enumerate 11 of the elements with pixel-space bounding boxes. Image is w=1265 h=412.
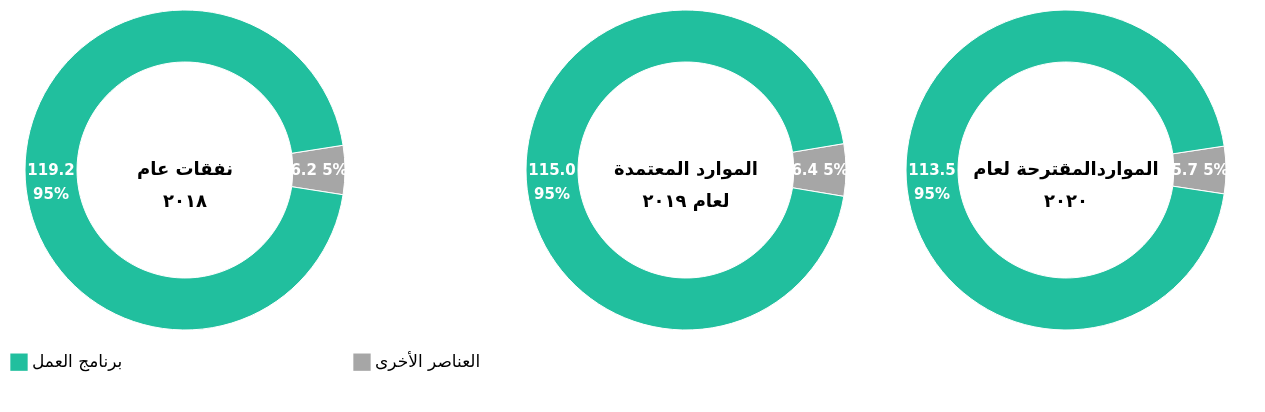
data-label: 119.2 95% [27, 161, 75, 203]
text: نفقات عام ٢٠١٨ [136, 158, 234, 211]
data-label: 113.5 95% [908, 161, 956, 203]
donut-slice [525, 9, 845, 331]
text: المواردالمقترحة لعام ٢٠٢٠ [973, 158, 1159, 211]
donut-slice [905, 9, 1225, 331]
legend-label: برنامج العمل [32, 351, 123, 373]
data-label: 115.0 95% [528, 161, 576, 203]
text: الموارد المعتمدة لعام ٢٠١٩ [614, 158, 758, 211]
legend-label: العناصر الأخرى [375, 351, 481, 372]
donut-slice [24, 9, 344, 331]
